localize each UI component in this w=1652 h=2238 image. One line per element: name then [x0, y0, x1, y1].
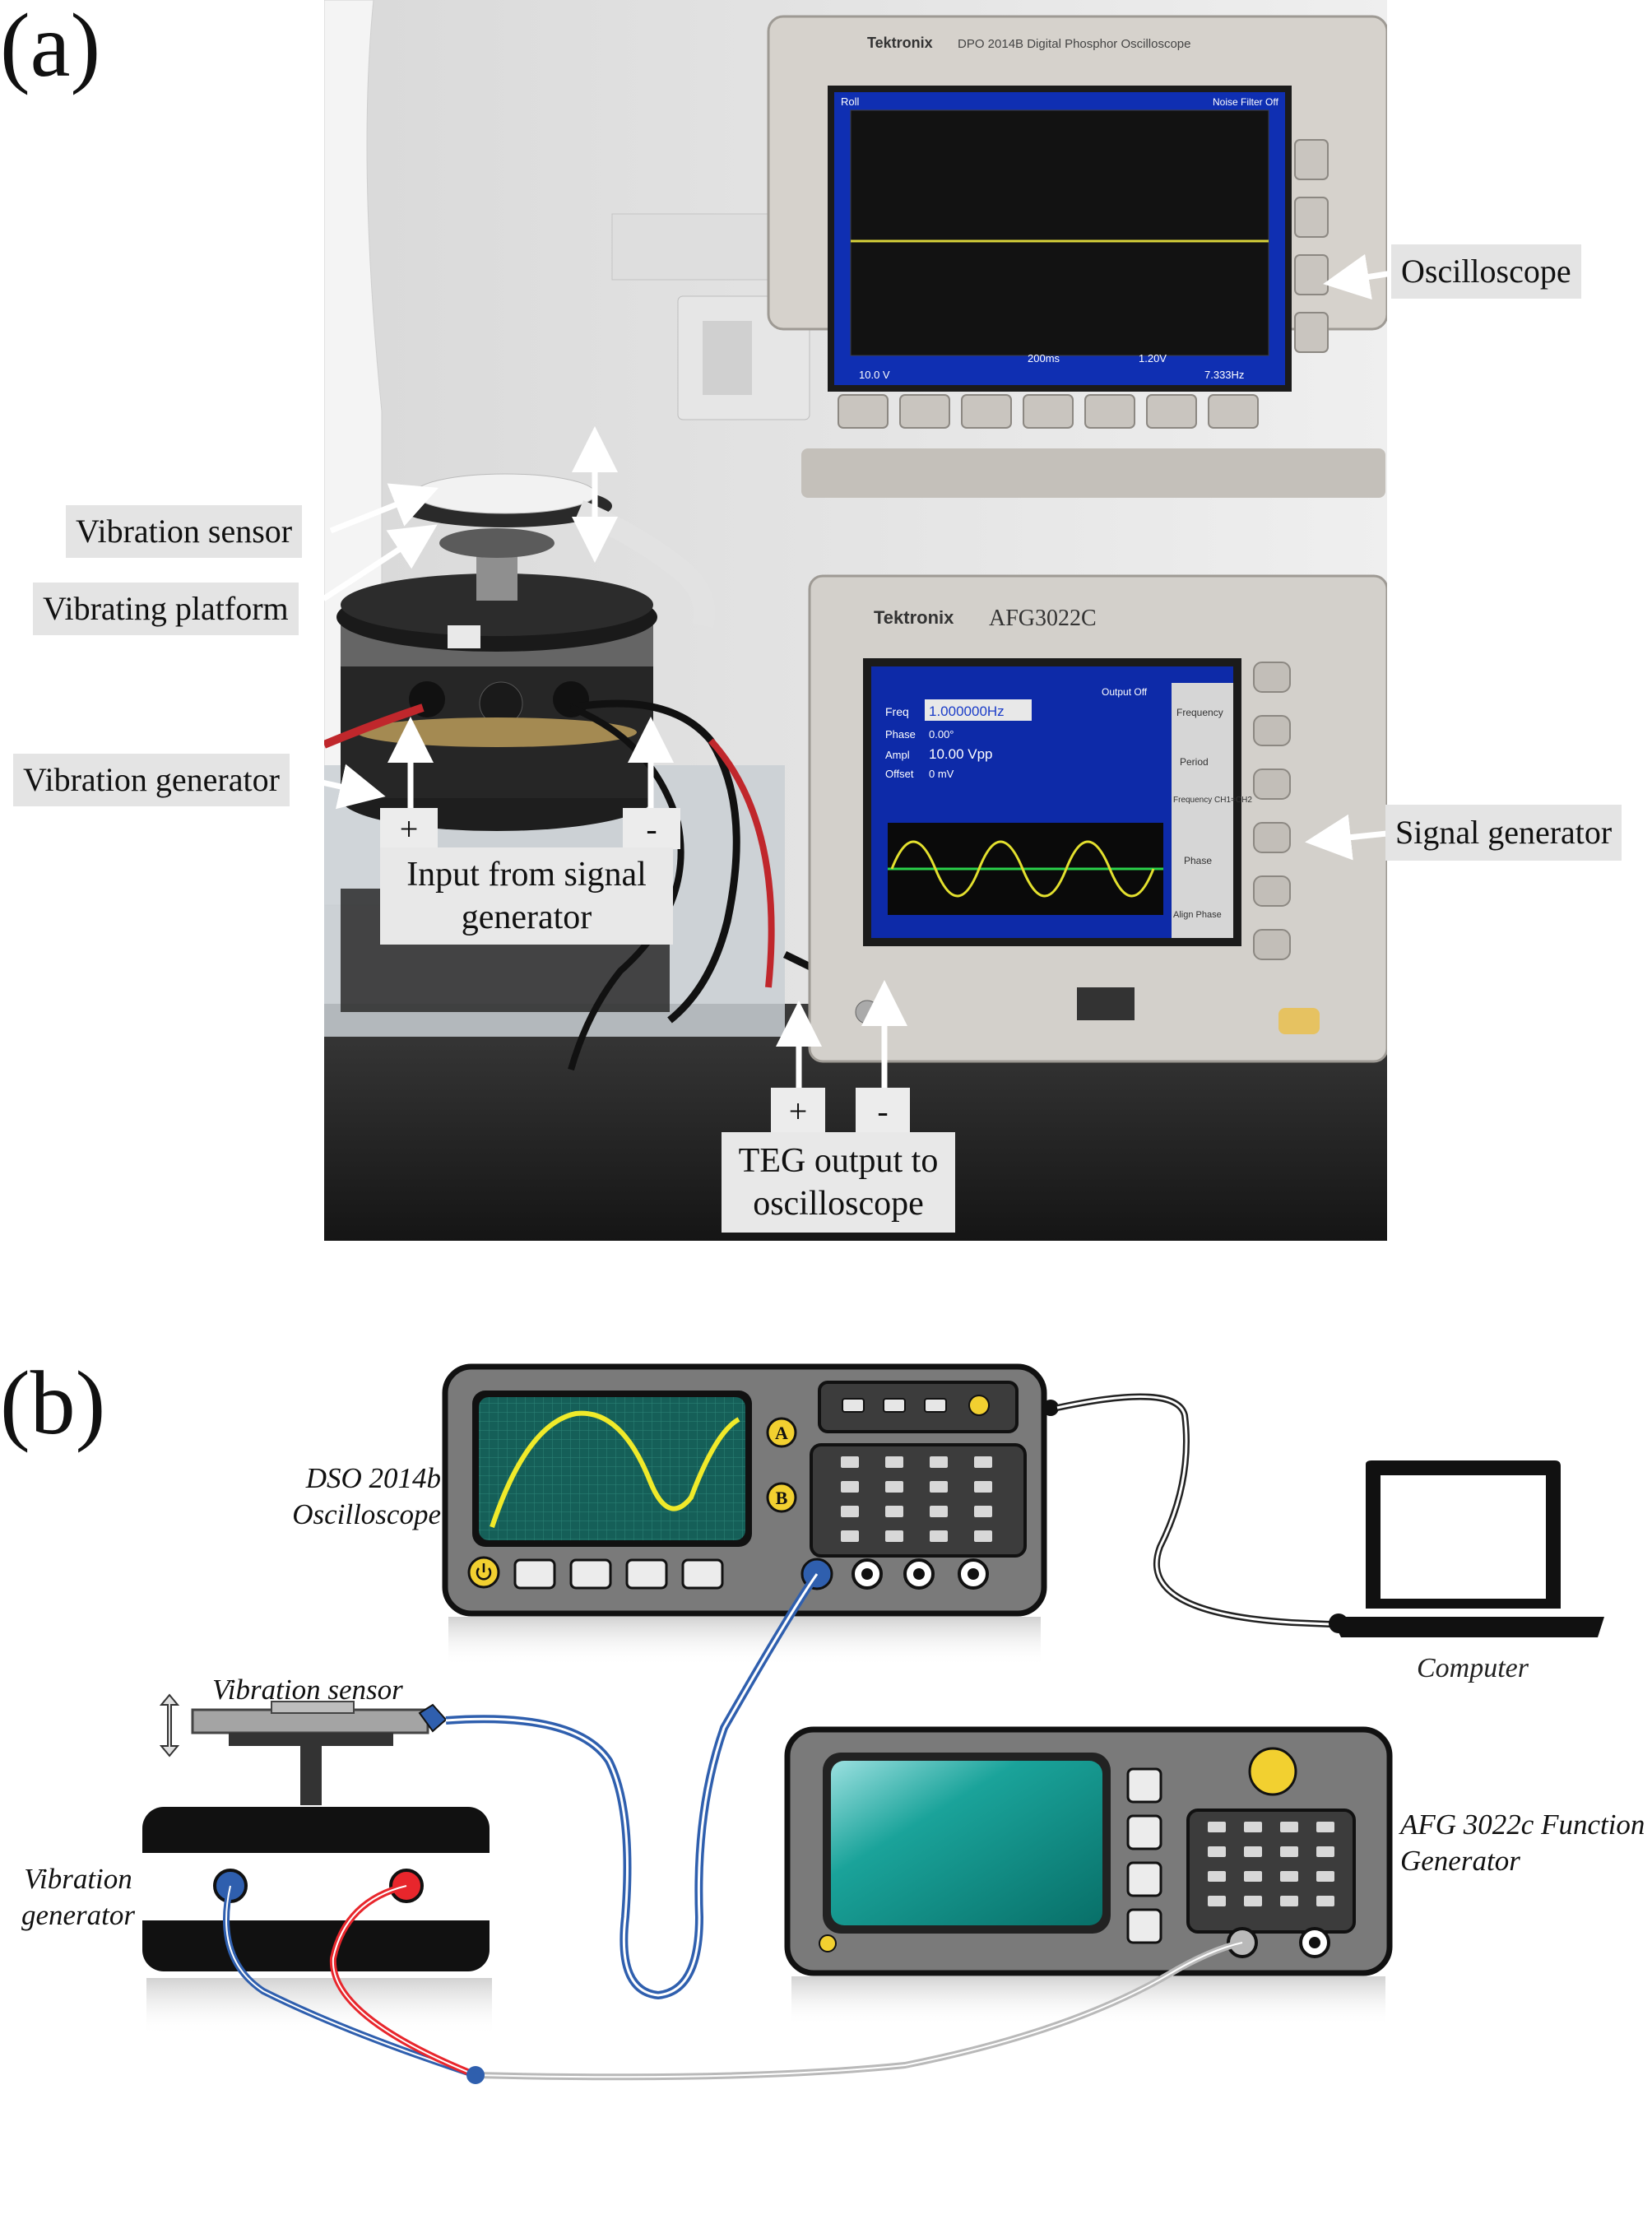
gen-offset-value: 0 mV — [929, 768, 954, 780]
vibration-generator-label: Vibration generator — [13, 754, 290, 806]
vibration-generator-arrow — [318, 764, 386, 810]
gen-phase-label: Phase — [885, 728, 916, 741]
scope-ch1-text: 10.0 V — [859, 369, 890, 381]
gen-offset-label: Offset — [885, 768, 914, 780]
oscilloscope-arrow — [1323, 253, 1393, 300]
gen-ampl-label: Ampl — [885, 749, 910, 761]
gen-softkey-3: Frequency CH1=CH2 — [1173, 796, 1252, 805]
panel-a-label: (a) — [0, 0, 101, 95]
scope-trig-text: 1.20V — [1139, 352, 1167, 364]
signal-generator-arrow — [1305, 814, 1388, 861]
vibration-sensor-device — [159, 1693, 448, 1805]
vibration-sensor-label: Vibration sensor — [66, 505, 303, 558]
setup-schematic: A B Comput — [142, 1363, 1604, 2084]
vibration-direction-icon — [159, 1693, 180, 1757]
vibration-generator-device — [142, 1807, 492, 2036]
lab-setup-photo: Tektronix DPO 2014B Digital Phosphor Osc… — [324, 0, 1387, 1241]
vibrating-platform-arrow — [322, 524, 438, 601]
vibration-sensor-arrow — [329, 483, 439, 534]
gen-softkey-5: Align Phase — [1173, 910, 1222, 920]
signal-generator-label: Signal generator — [1385, 805, 1622, 861]
teg-output-label: TEG output to oscilloscope — [722, 1132, 955, 1233]
wiring — [223, 1572, 1243, 2084]
input-minus-sign: - — [623, 808, 680, 849]
oscilloscope-label: Oscilloscope — [1391, 244, 1581, 299]
gen-model-text: AFG3022C — [989, 606, 1097, 631]
teg-plus-sign: + — [771, 1088, 825, 1134]
function-generator-device-label: AFG 3022c Function Generator — [1400, 1809, 1645, 1877]
gen-freq-value: 1.000000Hz — [929, 703, 1005, 719]
gen-ampl-value: 10.00 Vpp — [929, 746, 993, 762]
oscilloscope-device-label: DSO 2014b Oscilloscope — [292, 1462, 441, 1530]
scope-time-text: 200ms — [1028, 352, 1060, 364]
scope-button-b[interactable] — [766, 1482, 797, 1513]
scope-button-a-text: A — [775, 1423, 788, 1443]
scope-roll-text: Roll — [841, 95, 860, 108]
function-generator-device — [784, 1726, 1393, 2026]
gen-freq-label: Freq — [885, 705, 909, 718]
teg-minus-sign: - — [856, 1088, 910, 1134]
input-plus-sign: + — [380, 808, 438, 849]
gen-sine-trace — [890, 840, 1155, 898]
gen-softkey-2: Period — [1180, 756, 1209, 768]
oscilloscope-device: A B — [442, 1363, 1059, 1666]
scope-button-a[interactable] — [766, 1417, 797, 1448]
gen-softkey-1: Frequency — [1176, 707, 1223, 718]
gen-brand-text: Tektronix — [874, 607, 954, 628]
vibration-sensor-device-label: Vibration sensor — [212, 1674, 403, 1706]
input-from-signal-generator-label: Input from signal generator — [380, 847, 673, 945]
vibrating-platform-label: Vibrating platform — [33, 583, 299, 635]
scope-freq-text: 7.333Hz — [1204, 369, 1244, 381]
gen-output-text: Output Off — [1102, 686, 1148, 698]
scope-button-b-text: B — [776, 1488, 788, 1508]
gen-phase-value: 0.00° — [929, 728, 954, 741]
afg-power-icon[interactable] — [819, 1934, 837, 1952]
annotation-arrows — [318, 253, 1393, 1047]
scope-model-text: DPO 2014B Digital Phosphor Oscilloscope — [958, 37, 1190, 51]
scope-filter-text: Noise Filter Off — [1213, 96, 1278, 108]
vibration-generator-device-label: Vibration generator — [21, 1863, 136, 1931]
gen-softkey-4: Phase — [1184, 855, 1212, 866]
scope-brand-text: Tektronix — [867, 35, 933, 51]
computer-icon — [1329, 1460, 1604, 1637]
panel-b-label: (b) — [0, 1353, 106, 1453]
afg-knob[interactable] — [1248, 1747, 1297, 1796]
computer-label: Computer — [1417, 1653, 1529, 1683]
scope-trace — [490, 1410, 740, 1528]
